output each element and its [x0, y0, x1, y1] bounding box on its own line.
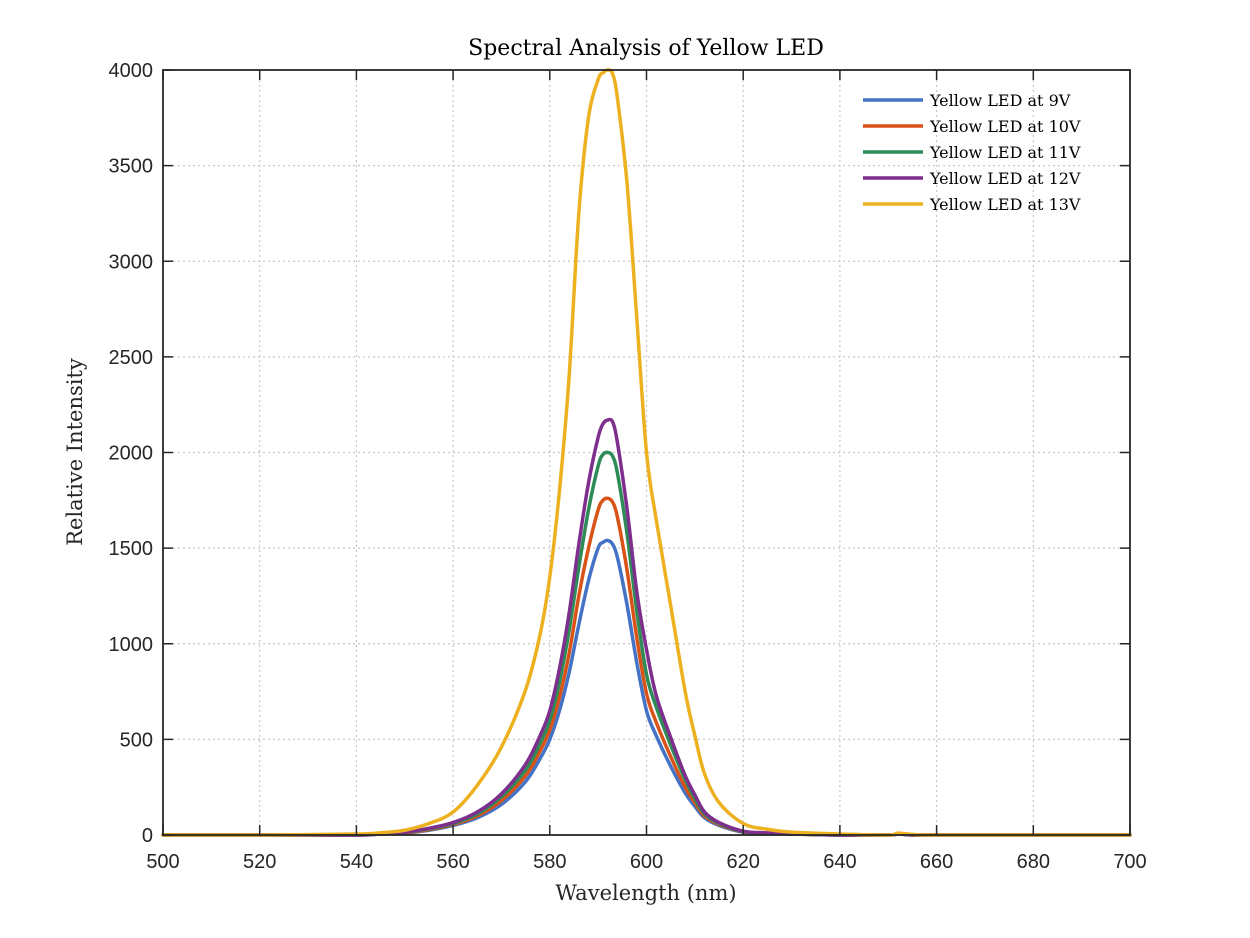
y-tick-label: 3500: [109, 156, 154, 178]
x-tick-label: 640: [823, 851, 856, 873]
y-tick-labels: 0 500 1000 1500 2000 2500 3000 3500 4000: [109, 60, 154, 847]
legend: Yellow LED at 9V Yellow LED at 10V Yellow …: [863, 91, 1081, 214]
legend-label-5: Yellow LED at 13V: [929, 195, 1081, 214]
y-tick-label: 2500: [109, 347, 154, 369]
x-tick-label: 580: [533, 851, 566, 873]
x-tick-label: 680: [1017, 851, 1050, 873]
grid-lines: [163, 70, 1130, 835]
series-line-5: [161, 68, 1132, 837]
x-tick-label: 660: [920, 851, 953, 873]
x-tick-label: 700: [1113, 851, 1146, 873]
x-tick-label: 560: [436, 851, 469, 873]
legend-label-4: Yellow LED at 12V: [929, 169, 1081, 188]
legend-label-3: Yellow LED at 11V: [929, 143, 1081, 162]
x-tick-label: 500: [146, 851, 179, 873]
axis-ticks: [162, 69, 1131, 836]
y-tick-label: 0: [142, 825, 153, 847]
legend-label-1: Yellow LED at 9V: [929, 91, 1071, 110]
y-tick-label: 2000: [109, 443, 154, 465]
y-tick-label: 3000: [109, 251, 154, 273]
x-tick-labels: 500 520 540 560 580 600 620 640 660 680 700: [146, 851, 1146, 873]
y-tick-label: 500: [120, 729, 153, 751]
x-tick-label: 620: [727, 851, 760, 873]
x-axis-title: Wavelength (nm): [555, 881, 736, 905]
y-tick-label: 1500: [109, 538, 154, 560]
x-tick-label: 520: [243, 851, 276, 873]
x-tick-label: 600: [630, 851, 663, 873]
x-tick-label: 540: [340, 851, 373, 873]
y-axis-title: Relative Intensity: [63, 358, 87, 546]
legend-label-2: Yellow LED at 10V: [929, 117, 1081, 136]
chart-title: Spectral Analysis of Yellow LED: [468, 36, 824, 61]
y-tick-label: 4000: [109, 60, 154, 82]
y-tick-label: 1000: [109, 634, 154, 656]
